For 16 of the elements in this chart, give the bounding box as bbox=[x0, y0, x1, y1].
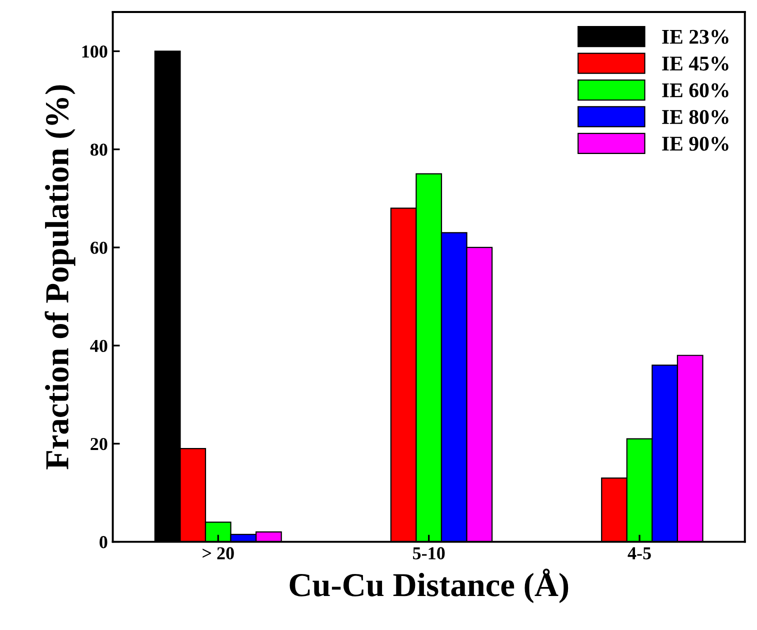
y-tick-label: 60 bbox=[90, 242, 108, 254]
legend-label: IE 80% bbox=[662, 110, 728, 124]
y-tick-label: 40 bbox=[90, 340, 108, 352]
y-tick-label: 0 bbox=[100, 536, 108, 548]
legend-label: IE 23% bbox=[662, 30, 728, 44]
x-tick-label: 4-5 bbox=[628, 547, 651, 560]
legend-label: IE 45% bbox=[662, 56, 728, 71]
legend-label: IE 90% bbox=[662, 136, 728, 151]
y-tick-label: 80 bbox=[90, 144, 108, 156]
y-tick-label: 100 bbox=[82, 45, 108, 58]
x-tick-label: > 20 bbox=[202, 547, 234, 560]
y-axis-title: Fraction of Population (%) bbox=[44, 85, 76, 470]
y-tick-label: 20 bbox=[90, 438, 108, 450]
x-axis-title: Cu-Cu Distance (Å) bbox=[290, 568, 568, 604]
legend-label: IE 60% bbox=[662, 83, 728, 98]
x-tick-label: 5-10 bbox=[413, 547, 445, 560]
